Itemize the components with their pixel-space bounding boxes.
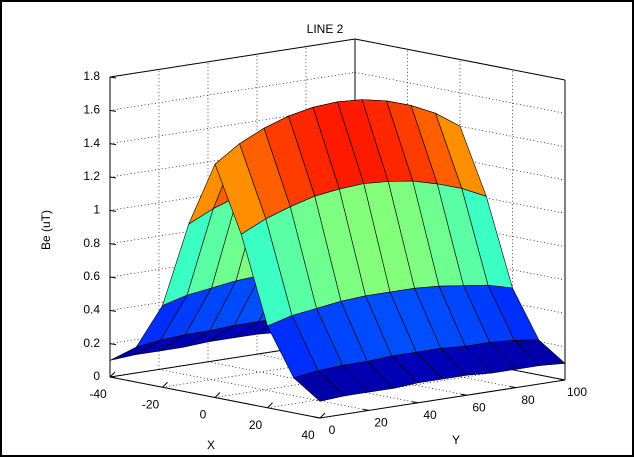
x-tick <box>267 402 273 409</box>
y-tick-label: 80 <box>521 393 535 407</box>
y-tick <box>558 378 566 381</box>
y-tick <box>460 393 468 396</box>
y-tick <box>313 416 321 419</box>
z-tick <box>109 376 117 379</box>
z-tick <box>109 243 117 246</box>
y-tick <box>509 386 517 389</box>
z-tick-label: 1.4 <box>83 136 100 150</box>
x-tick <box>109 371 116 378</box>
y-tick <box>362 408 370 411</box>
z-tick-label: 1.2 <box>83 169 100 183</box>
z-tick-label: 0 <box>93 369 100 383</box>
grid-line <box>354 71 566 114</box>
z-tick-label: 0.4 <box>83 303 100 317</box>
x-tick <box>214 392 221 398</box>
x-axis-label: X <box>207 438 215 452</box>
surface-face <box>293 370 346 402</box>
z-tick <box>109 109 117 112</box>
y-tick-label: 40 <box>423 408 437 422</box>
z-tick <box>109 176 117 179</box>
y-tick-label: 100 <box>567 385 587 399</box>
x-tick <box>162 381 168 388</box>
z-axis-label: Be (uT) <box>39 210 53 250</box>
x-tick-label: 0 <box>200 408 207 422</box>
z-tick-label: 1.6 <box>83 103 100 117</box>
z-tick <box>109 76 117 79</box>
y-tick-label: 0 <box>329 423 336 437</box>
y-axis <box>319 379 566 419</box>
z-tick-label: 1 <box>93 203 100 217</box>
z-tick-label: 0.8 <box>83 236 100 250</box>
y-tick <box>411 401 419 404</box>
y-tick-label: 60 <box>472 400 486 414</box>
grid-line <box>267 369 513 409</box>
x-tick-label: 40 <box>301 428 315 442</box>
grid-line <box>158 369 370 411</box>
x-tick-label: -40 <box>89 387 107 401</box>
chart-title: LINE 2 <box>307 22 344 36</box>
z-tick <box>109 309 117 312</box>
z-tick <box>109 209 117 212</box>
grid-line <box>109 71 356 111</box>
grid-line <box>109 38 356 78</box>
z-tick-label: 0.2 <box>83 336 100 350</box>
z-tick <box>109 276 117 279</box>
grid-line <box>207 361 419 404</box>
y-tick-label: 20 <box>374 416 388 430</box>
grid-line <box>354 38 566 81</box>
z-tick <box>109 143 117 146</box>
x-tick-label: -20 <box>142 397 160 411</box>
x-tick <box>319 412 326 419</box>
z-tick <box>109 343 117 346</box>
y-axis-label: Y <box>452 433 460 447</box>
x-tick-label: 20 <box>249 418 263 432</box>
z-tick-label: 1.8 <box>83 69 100 83</box>
z-tick-label: 0.6 <box>83 269 100 283</box>
